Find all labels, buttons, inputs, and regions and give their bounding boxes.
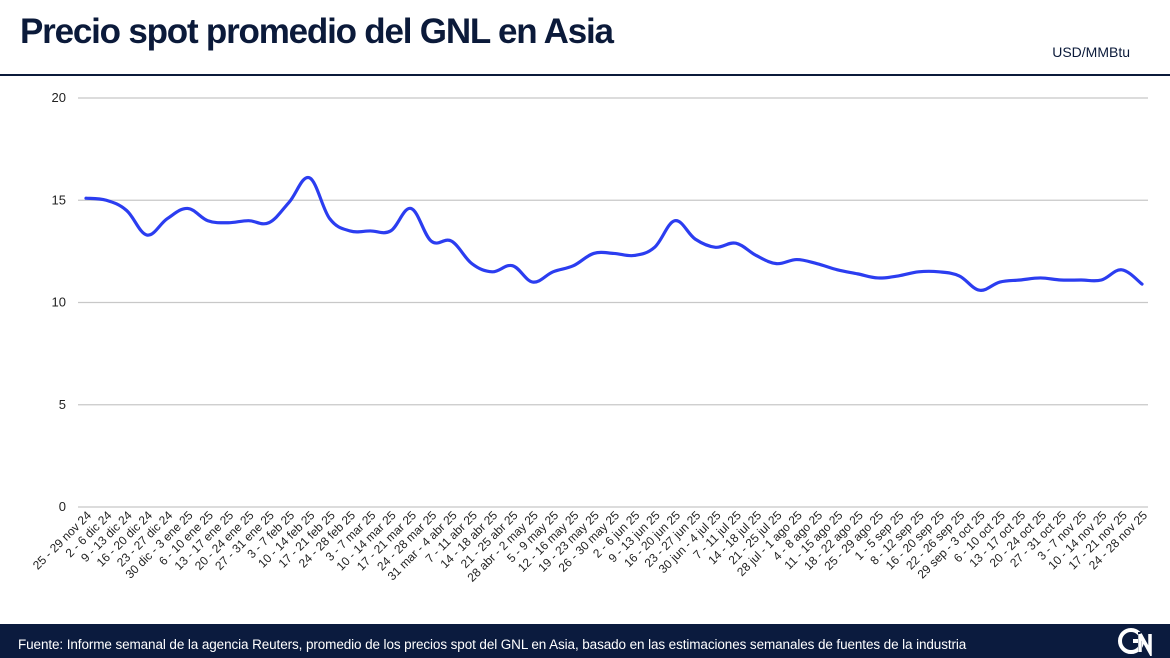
footer-bar: Fuente: Informe semanal de la agencia Re… (0, 624, 1170, 658)
y-tick-label: 15 (52, 192, 66, 207)
y-tick-label: 0 (59, 499, 66, 514)
y-tick-label: 20 (52, 90, 66, 105)
gnl-logo-icon (1118, 628, 1152, 656)
y-tick-label: 5 (59, 397, 66, 412)
header-divider (0, 74, 1170, 76)
series-layer (84, 176, 1144, 292)
unit-label: USD/MMBtu (1052, 44, 1130, 60)
source-note: Fuente: Informe semanal de la agencia Re… (18, 637, 967, 652)
price-series-line (84, 176, 1144, 292)
x-axis: 25 - 29 nov 242 - 6 dic 249 - 13 dic 241… (30, 508, 1150, 585)
y-axis: 0 5 10 15 20 (52, 90, 66, 514)
line-chart: 0 5 10 15 20 25 - 29 nov 242 - 6 dic 249 - 1… (30, 90, 1150, 585)
grid-layer (78, 97, 1148, 508)
chart-title: Precio spot promedio del GNL en Asia (20, 12, 614, 51)
y-tick-label: 10 (52, 295, 66, 310)
